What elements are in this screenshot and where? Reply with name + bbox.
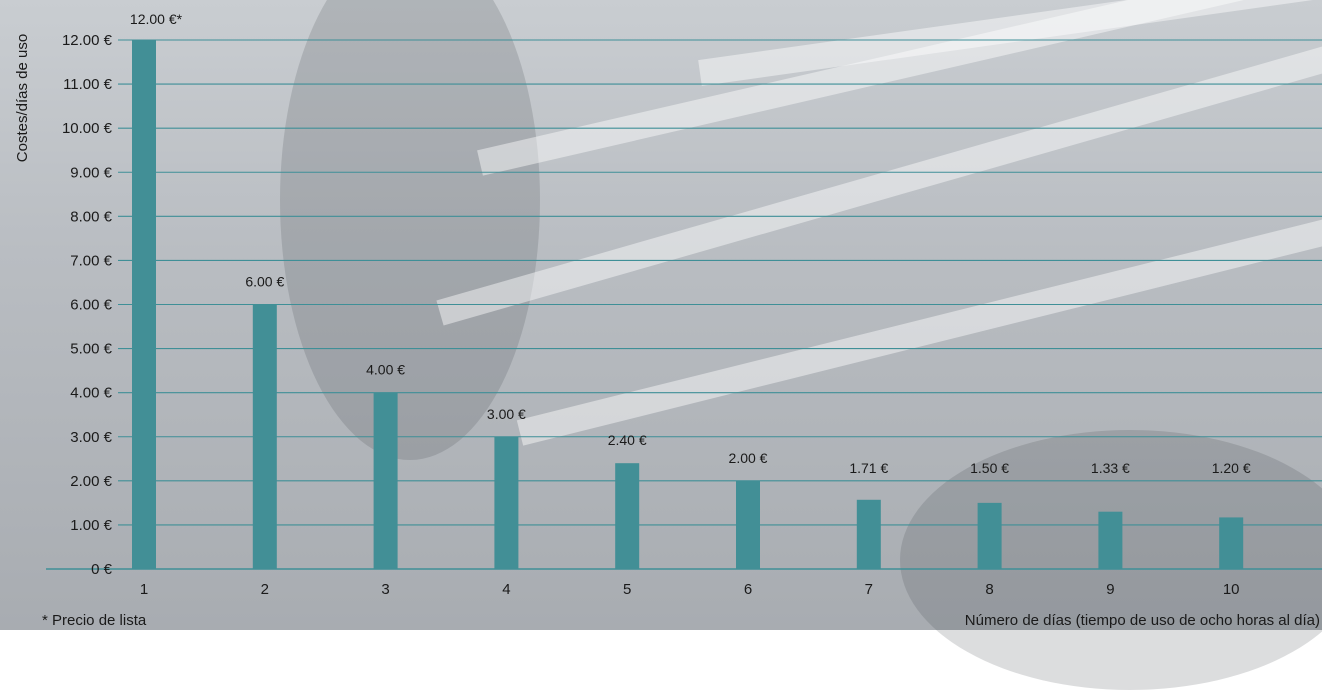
bars [132,40,1244,569]
data-label: 4.00 € [366,362,405,378]
bar [736,480,760,569]
y-tick-label: 8.00 € [70,208,112,225]
x-tick-label: 8 [985,581,993,598]
gridlines [46,39,1322,570]
x-tick-label: 10 [1223,581,1240,598]
bar [1098,511,1123,569]
y-axis-title: Costes/días de uso [14,34,31,162]
footnote: * Precio de lista [42,612,147,629]
x-tick-label: 9 [1106,581,1114,598]
data-label: 2.00 € [729,450,768,466]
bar [373,392,398,569]
x-tick-label: 1 [140,581,148,598]
x-tick-label: 5 [623,581,631,598]
y-tick-label: 9.00 € [70,164,112,181]
x-tick-label: 2 [261,581,269,598]
bar [615,463,640,569]
y-tick-label: 2.00 € [70,473,112,490]
data-label: 6.00 € [245,274,284,290]
y-tick-label: 4.00 € [70,385,112,402]
bar [132,40,156,569]
data-label: 1.20 € [1212,460,1251,476]
bar [252,304,277,569]
bar [494,436,519,569]
data-label: 1.71 € [849,460,888,476]
data-label: 3.00 € [487,406,526,422]
bar [977,502,1002,569]
y-tick-label: 5.00 € [70,341,112,358]
x-tick-label: 3 [381,581,389,598]
data-label: 2.40 € [608,432,647,448]
data-label: 12.00 €* [130,11,183,27]
y-tick-label: 3.00 € [70,429,112,446]
bar [856,499,881,569]
y-tick-label: 6.00 € [70,297,112,314]
labels: 0 € 1.00 € 2.00 € 3.00 € 4.00 € 5.00 € 6.00 € 7… [62,11,1251,598]
x-tick-label: 7 [865,581,873,598]
x-tick-label: 4 [502,581,510,598]
cost-per-day-bar-chart: 0 € 1.00 € 2.00 € 3.00 € 4.00 € 5.00 € 6.00 € 7… [14,11,1322,629]
x-tick-label: 6 [744,581,752,598]
y-tick-label: 10.00 € [62,120,113,137]
y-tick-label: 7.00 € [70,252,112,269]
x-axis-title: Número de días (tiempo de uso de ocho ho… [965,612,1320,629]
y-tick-label: 1.00 € [70,517,112,534]
bar [1219,517,1244,569]
y-tick-label: 11.00 € [63,76,113,93]
data-label: 1.50 € [970,460,1009,476]
y-tick-label: 0 € [91,561,113,578]
y-tick-label: 12.00 € [62,32,113,49]
data-label: 1.33 € [1091,460,1130,476]
